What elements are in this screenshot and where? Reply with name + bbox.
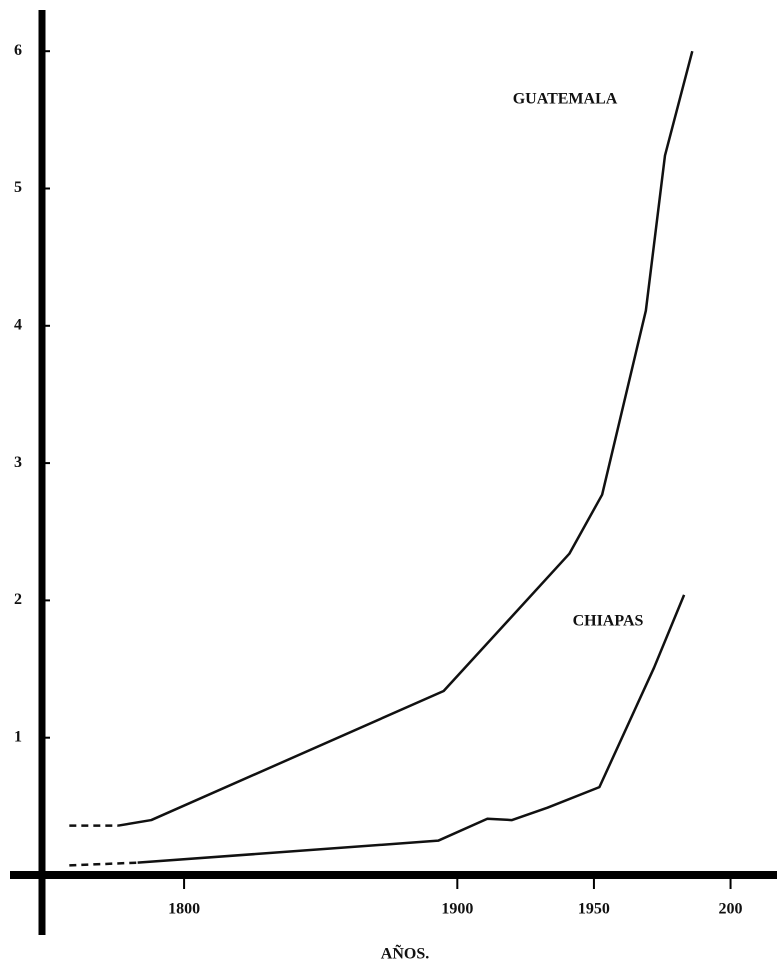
x-tick-label: 200 bbox=[719, 901, 743, 918]
y-tick-label: 6 bbox=[14, 42, 22, 59]
x-tick-label: 1800 bbox=[168, 901, 200, 918]
series-label: GUATEMALA bbox=[513, 91, 618, 108]
y-tick-label: 3 bbox=[14, 454, 22, 471]
series-label: CHIAPAS bbox=[573, 613, 644, 630]
y-tick-label: 4 bbox=[14, 316, 22, 333]
x-tick-label: 1900 bbox=[441, 901, 473, 918]
x-tick-label: 1950 bbox=[578, 901, 610, 918]
series-line bbox=[137, 594, 686, 864]
y-tick-label: 2 bbox=[14, 591, 22, 608]
y-tick-label: 5 bbox=[14, 179, 22, 196]
dashed-segment bbox=[69, 861, 138, 867]
x-axis-label: AÑOS. bbox=[381, 944, 429, 963]
y-tick-label: 1 bbox=[14, 728, 22, 745]
series-line bbox=[118, 50, 694, 827]
